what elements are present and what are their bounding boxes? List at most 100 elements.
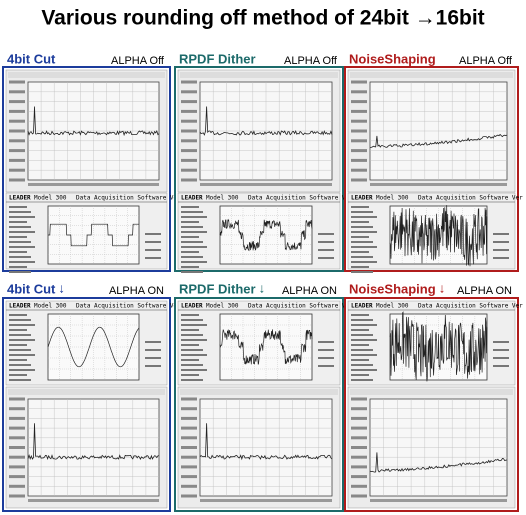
scope-software: Data Acquisition Software Ver 1.0 — [418, 195, 526, 202]
scope-model: Model 300 — [206, 303, 239, 310]
axis-label-smudge — [9, 168, 25, 172]
scope-brand: LEADER — [351, 303, 373, 310]
scope-setting-smudge — [9, 379, 31, 381]
arrow: ↓ — [439, 280, 446, 295]
arrow: ↓ — [259, 280, 266, 295]
axis-label-smudge — [351, 119, 367, 123]
axis-label-smudge — [351, 436, 367, 440]
scope-setting-smudge — [318, 365, 334, 367]
scope-setting-smudge — [351, 206, 369, 208]
spectrum-trace — [199, 106, 333, 136]
scope-setting-smudge — [145, 257, 161, 259]
axis-label-smudge — [370, 183, 507, 186]
scope-setting-smudge — [351, 374, 369, 376]
scope-trace — [219, 329, 313, 365]
figure-title: Various rounding off method of 24bit →16… — [41, 7, 484, 30]
scope-setting-smudge — [181, 231, 207, 233]
scope-setting-smudge — [351, 261, 377, 263]
axis-label-smudge — [9, 416, 25, 420]
spectrum-header — [8, 72, 165, 78]
method-label: 4bit Cut — [7, 281, 56, 296]
axis-label-smudge — [351, 484, 367, 488]
scope-setting-smudge — [351, 364, 373, 366]
axis-label-smudge — [181, 149, 197, 153]
axis-label-smudge — [9, 484, 25, 488]
axis-label-smudge — [181, 168, 197, 172]
scope-setting-smudge — [351, 329, 369, 331]
scope-model: Model 300 — [206, 195, 239, 202]
axis-label-smudge — [351, 416, 367, 420]
scope-setting-smudge — [493, 341, 509, 343]
scope-setting-smudge — [9, 226, 31, 228]
spectrum-header — [350, 389, 513, 395]
scope-setting-smudge — [9, 271, 31, 273]
scope-setting-smudge — [9, 231, 35, 233]
scope-setting-smudge — [9, 374, 27, 376]
scope-setting-smudge — [9, 206, 27, 208]
scope-setting-smudge — [145, 349, 161, 351]
scope-setting-smudge — [351, 354, 377, 356]
scope-trace — [48, 223, 139, 247]
axis-label-smudge — [181, 119, 197, 123]
scope-setting-smudge — [351, 266, 369, 268]
scope-setting-smudge — [181, 329, 199, 331]
scope-brand: LEADER — [9, 303, 31, 310]
scope-setting-smudge — [9, 216, 35, 218]
scope-setting-smudge — [9, 241, 31, 243]
scope-setting-smudge — [181, 271, 203, 273]
scope-setting-smudge — [351, 349, 373, 351]
axis-label-smudge — [181, 436, 197, 440]
method-label: RPDF Dither — [179, 51, 256, 66]
scope-setting-smudge — [181, 359, 199, 361]
scope-setting-smudge — [145, 241, 161, 243]
scope-setting-smudge — [181, 216, 207, 218]
scope-setting-smudge — [351, 226, 373, 228]
axis-label-smudge — [9, 158, 25, 162]
scope-setting-smudge — [181, 354, 207, 356]
axis-label-smudge — [181, 158, 197, 162]
scope-setting-smudge — [351, 246, 377, 248]
axis-label-smudge — [181, 80, 197, 84]
scope-setting-smudge — [318, 357, 334, 359]
axis-label-smudge — [181, 494, 197, 498]
scope-setting-smudge — [318, 257, 334, 259]
axis-label-smudge — [351, 129, 367, 133]
scope-setting-smudge — [351, 344, 369, 346]
method-label: NoiseShaping — [349, 281, 436, 296]
axis-label-smudge — [351, 475, 367, 479]
scope-software: Data Acquisition Software Ver 1.0 — [248, 195, 368, 202]
alpha-setting: ALPHA Off — [284, 55, 338, 67]
axis-label-smudge — [181, 407, 197, 411]
scope-setting-smudge — [9, 251, 27, 253]
scope-setting-smudge — [181, 246, 207, 248]
axis-label-smudge — [181, 426, 197, 430]
scope-setting-smudge — [9, 256, 31, 258]
axis-label-smudge — [9, 90, 25, 94]
scope-setting-smudge — [181, 266, 199, 268]
scope-setting-smudge — [351, 236, 369, 238]
alpha-setting: ALPHA ON — [457, 285, 512, 297]
axis-label-smudge — [351, 455, 367, 459]
scope-setting-smudge — [351, 319, 373, 321]
spectrum-header — [180, 72, 338, 78]
scope-model: Model 300 — [34, 303, 67, 310]
alpha-setting: ALPHA ON — [109, 285, 164, 297]
scope-software: Data Acquisition Software Ver 1.0 — [76, 195, 196, 202]
axis-label-smudge — [181, 100, 197, 104]
scope-software: Data Acquisition Software Ver 1.0 — [248, 303, 368, 310]
scope-brand: LEADER — [9, 195, 31, 202]
scope-setting-smudge — [181, 261, 207, 263]
scope-setting-smudge — [181, 221, 199, 223]
alpha-setting: ALPHA ON — [282, 285, 337, 297]
axis-label-smudge — [351, 149, 367, 153]
scope-setting-smudge — [351, 379, 373, 381]
axis-label-smudge — [351, 465, 367, 469]
scope-setting-smudge — [9, 261, 35, 263]
scope-setting-smudge — [9, 314, 27, 316]
scope-setting-smudge — [351, 231, 377, 233]
axis-label-smudge — [9, 100, 25, 104]
axis-label-smudge — [181, 129, 197, 133]
scope-setting-smudge — [351, 271, 373, 273]
scope-setting-smudge — [9, 369, 35, 371]
axis-label-smudge — [181, 446, 197, 449]
